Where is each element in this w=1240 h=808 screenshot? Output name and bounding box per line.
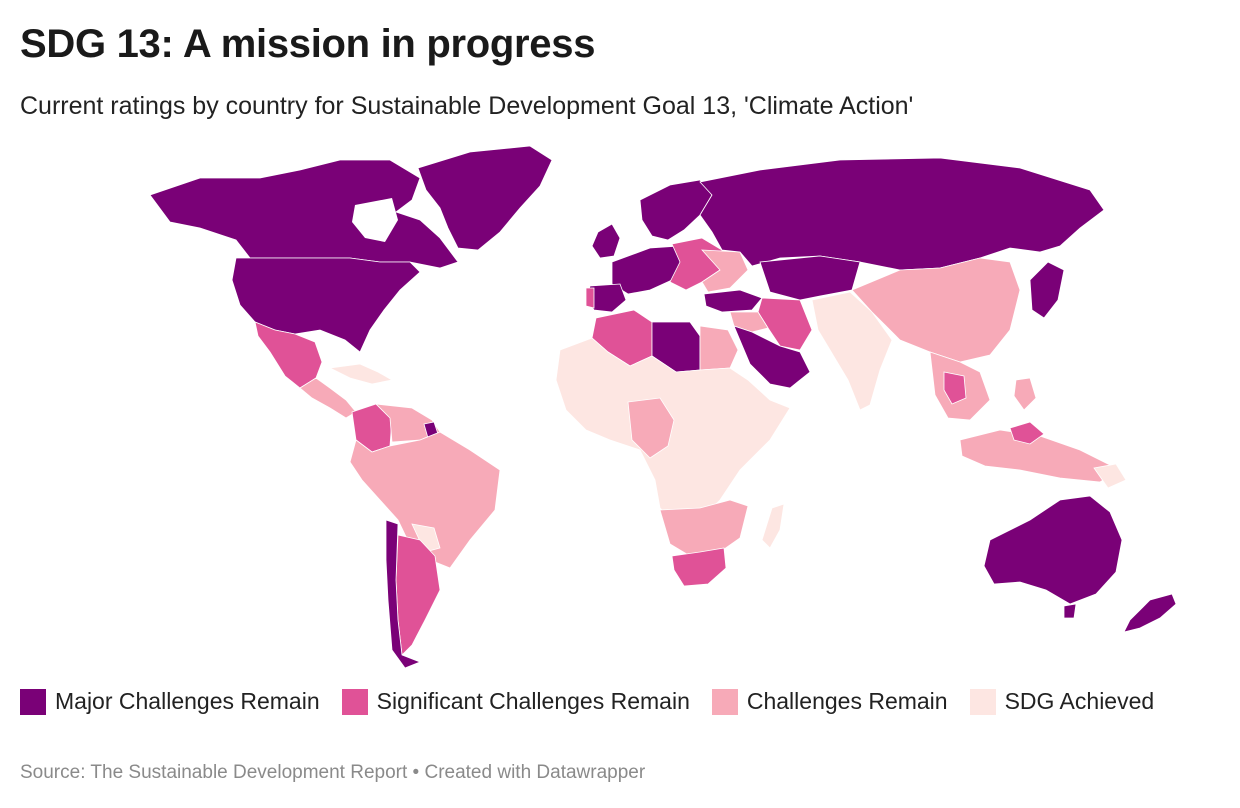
region-uk-ireland[interactable] (591, 223, 621, 259)
legend-swatch-major (20, 688, 46, 715)
region-arabia[interactable] (733, 325, 811, 389)
page-title: SDG 13: A mission in progress (20, 22, 596, 66)
legend-swatch-challenges (711, 688, 738, 715)
region-australia[interactable] (983, 495, 1123, 605)
region-philippines[interactable] (1013, 377, 1037, 411)
legend-item-challenges: Challenges Remain (711, 688, 948, 715)
region-brazil-peru[interactable] (349, 431, 501, 569)
legend-item-major: Major Challenges Remain (20, 688, 320, 715)
region-malaysia[interactable] (1009, 421, 1045, 445)
region-new-zealand[interactable] (1123, 593, 1177, 633)
legend-label-challenges: Challenges Remain (746, 688, 948, 714)
region-balkans-ukraine[interactable] (701, 249, 749, 293)
region-central-asia[interactable] (759, 255, 861, 301)
legend-item-significant: Significant Challenges Remain (341, 688, 690, 715)
legend-item-achieved: SDG Achieved (969, 688, 1155, 715)
region-portugal[interactable] (585, 287, 595, 309)
legend-swatch-achieved (969, 688, 996, 715)
region-south-africa[interactable] (671, 547, 727, 587)
region-chile[interactable] (385, 519, 422, 669)
legend: Major Challenges Remain Significant Chal… (20, 688, 1176, 715)
region-turkey[interactable] (703, 289, 763, 313)
region-madagascar[interactable] (761, 503, 785, 549)
region-levant[interactable] (729, 311, 769, 333)
region-central-america[interactable] (299, 377, 357, 419)
source-note: Source: The Sustainable Development Repo… (20, 762, 646, 783)
region-egypt[interactable] (699, 325, 739, 371)
legend-swatch-significant (341, 688, 368, 715)
region-thailand[interactable] (943, 371, 967, 405)
region-scandinavia[interactable] (639, 179, 713, 241)
legend-label-achieved: SDG Achieved (1004, 688, 1155, 714)
region-russia[interactable] (699, 157, 1105, 271)
region-usa[interactable] (231, 257, 421, 353)
region-southern-africa[interactable] (659, 499, 749, 557)
region-india[interactable] (811, 291, 893, 411)
region-hudson-bay (352, 198, 398, 242)
region-png[interactable] (1093, 463, 1127, 489)
region-greenland[interactable] (417, 145, 553, 251)
region-china[interactable] (851, 257, 1021, 363)
region-korea-japan[interactable] (1029, 261, 1065, 319)
region-caribbean[interactable] (328, 363, 394, 385)
region-tasmania[interactable] (1063, 603, 1077, 619)
region-sahel-west-africa[interactable] (555, 337, 791, 525)
legend-label-major: Major Challenges Remain (55, 688, 320, 714)
region-canada[interactable] (149, 159, 459, 269)
region-indonesia[interactable] (959, 429, 1121, 483)
legend-label-significant: Significant Challenges Remain (376, 688, 690, 714)
region-nigeria-central[interactable] (627, 397, 675, 459)
page-subtitle: Current ratings by country for Sustainab… (20, 92, 914, 120)
world-map[interactable] (0, 130, 1240, 675)
